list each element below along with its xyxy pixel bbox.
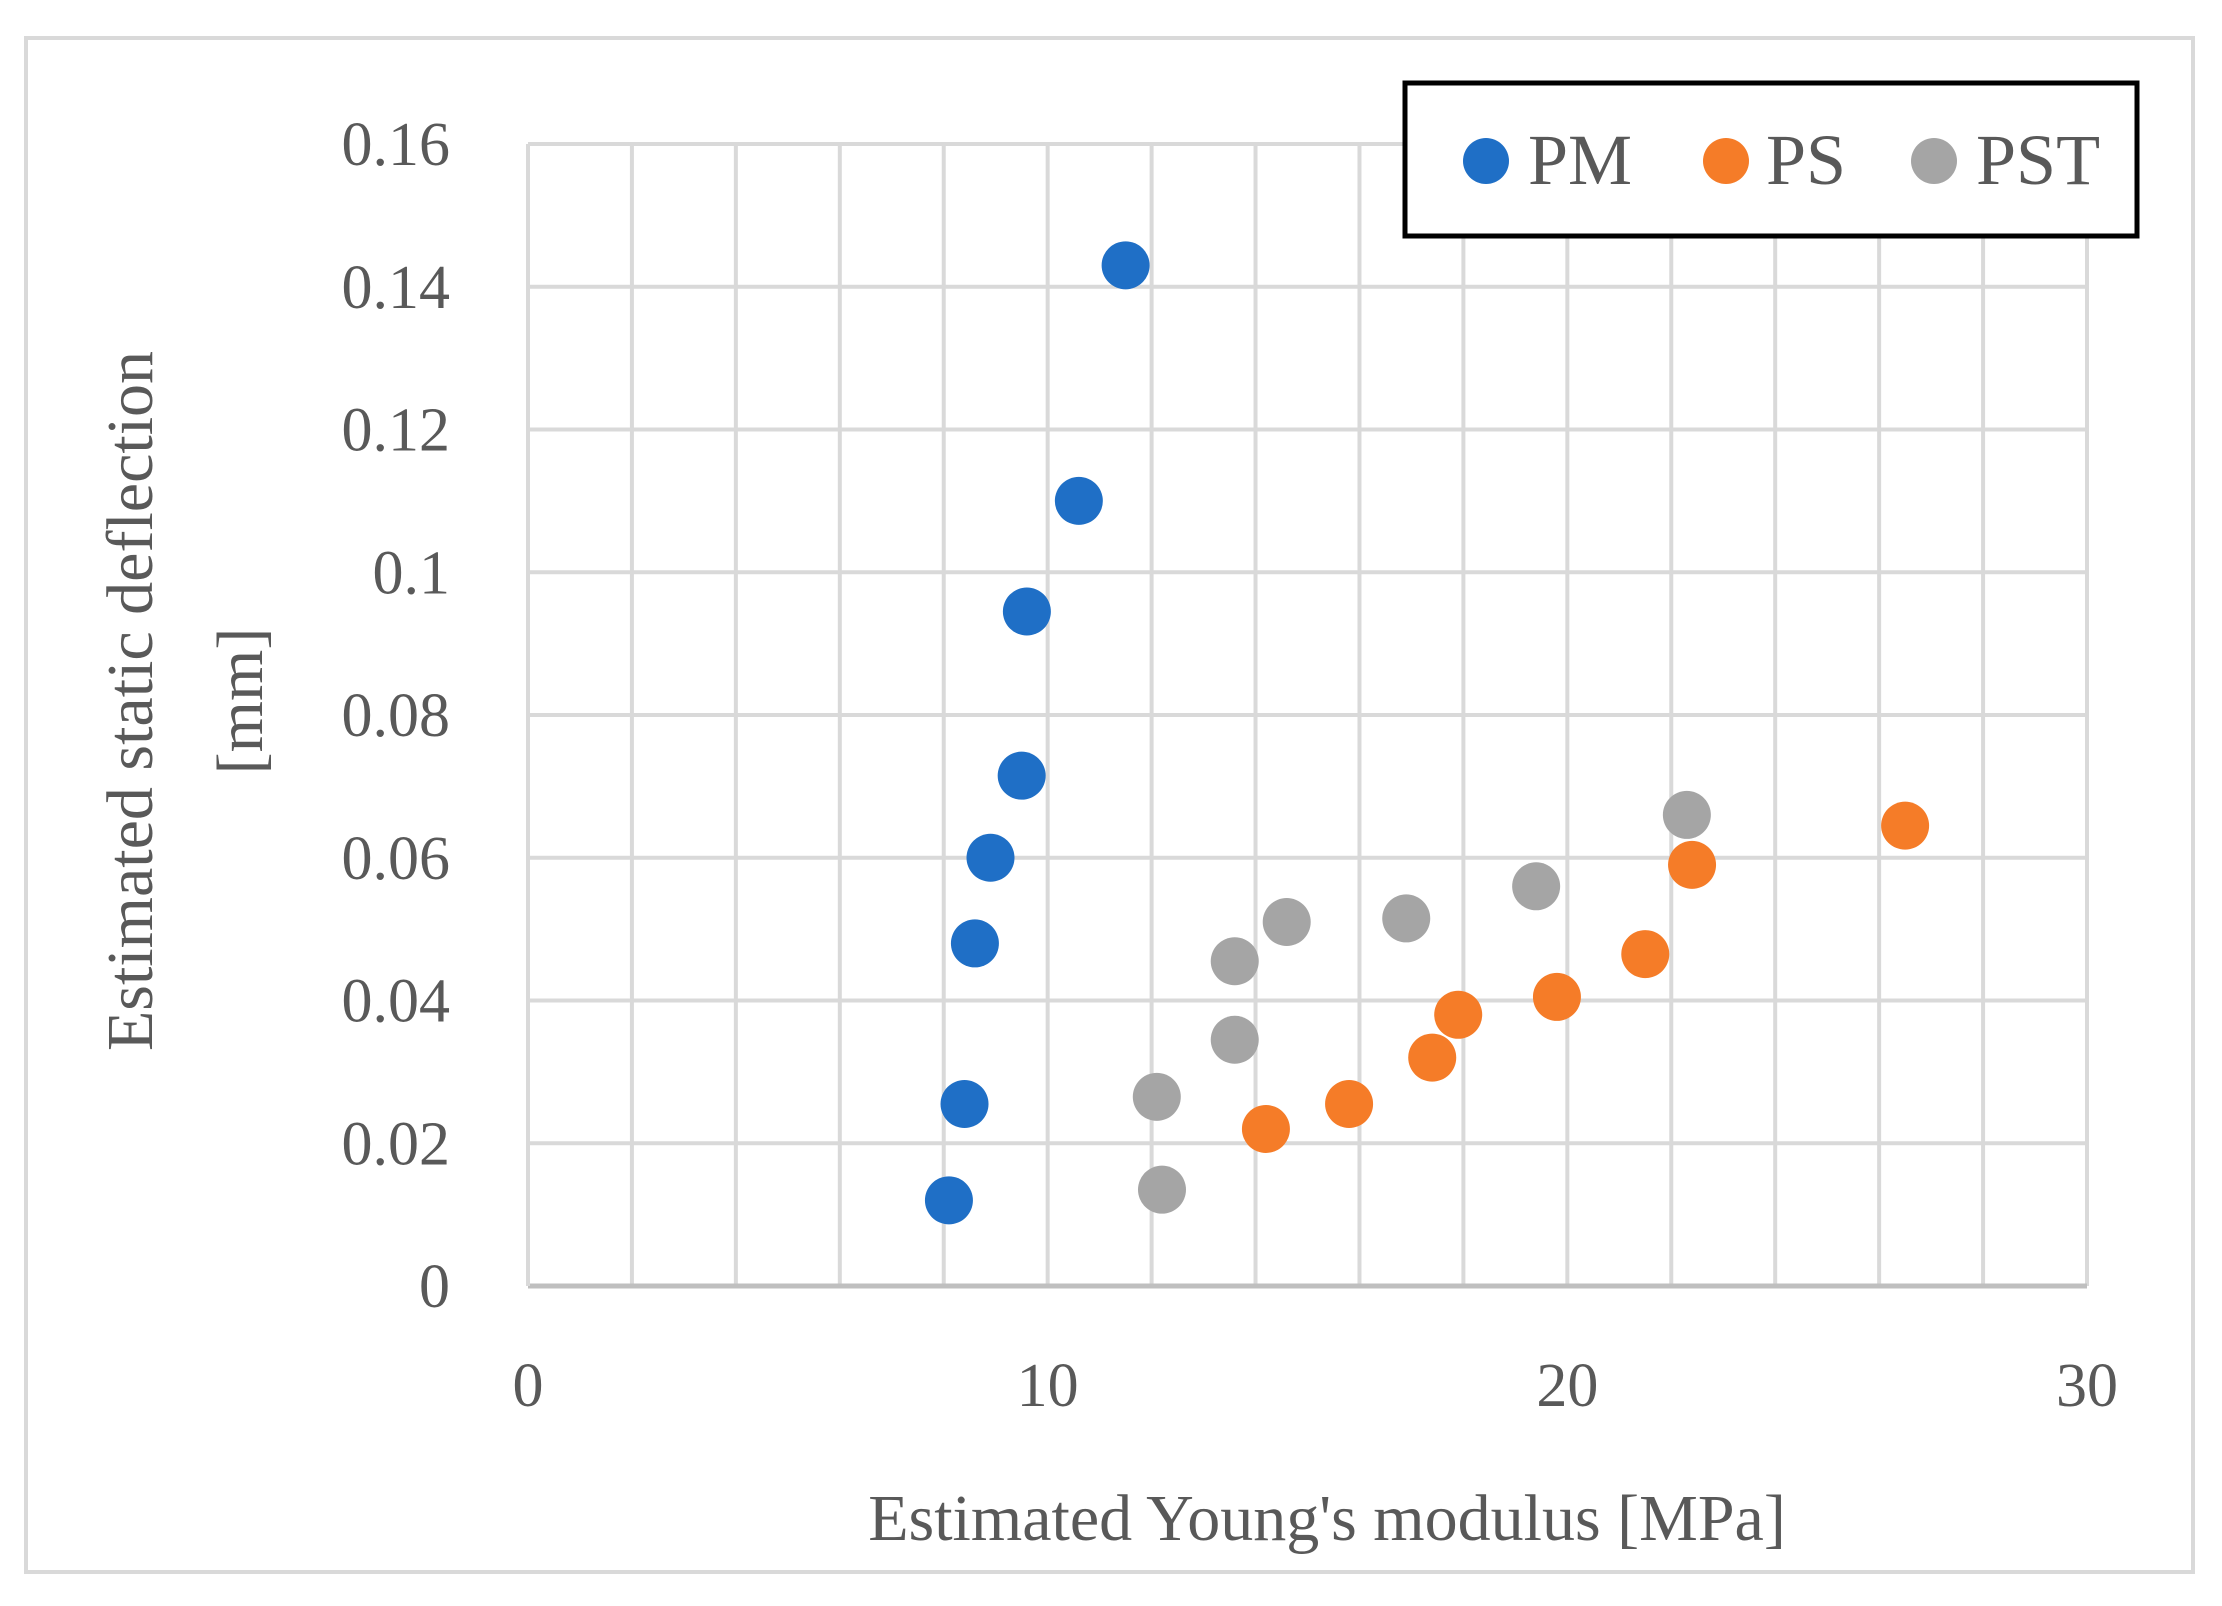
data-point-pst bbox=[1382, 894, 1431, 943]
series-pm bbox=[924, 241, 1150, 1225]
y-axis-title-line-1: Estimated static deflection bbox=[94, 351, 167, 1051]
tick-labels: 0 0.02 0.04 0.06 0.08 0.1 0.12 0.14 0.16 0 10 20 30 bbox=[342, 111, 2119, 1420]
y-tick-label: 0.1 bbox=[373, 539, 451, 607]
data-point-pm bbox=[1101, 241, 1150, 290]
legend-label-pst: PST bbox=[1976, 120, 2100, 200]
data-point-ps bbox=[1532, 972, 1581, 1021]
legend-label-pm: PM bbox=[1528, 120, 1632, 200]
data-point-pst bbox=[1662, 790, 1711, 839]
data-point-ps bbox=[1621, 930, 1670, 979]
axes bbox=[526, 144, 2087, 1289]
x-tick-label: 30 bbox=[2056, 1352, 2118, 1420]
grid bbox=[528, 142, 2089, 1286]
y-tick-label: 0.06 bbox=[342, 825, 451, 893]
data-point-pm bbox=[1054, 476, 1103, 525]
legend-label-ps: PS bbox=[1766, 120, 1846, 200]
x-tick-label: 10 bbox=[1017, 1352, 1079, 1420]
data-point-pm bbox=[966, 833, 1015, 882]
data-points bbox=[924, 241, 1930, 1225]
x-tick-label: 20 bbox=[1536, 1352, 1598, 1420]
y-tick-label: 0.12 bbox=[342, 397, 451, 465]
data-point-pst bbox=[1210, 937, 1259, 986]
data-point-pst bbox=[1210, 1015, 1259, 1064]
data-point-pm bbox=[950, 919, 999, 968]
data-point-pm bbox=[924, 1176, 973, 1225]
data-point-ps bbox=[1408, 1033, 1457, 1082]
x-tick-label: 0 bbox=[513, 1352, 544, 1420]
data-point-ps bbox=[1241, 1104, 1290, 1153]
x-axis-title: Estimated Young's modulus [MPa] bbox=[868, 1482, 1786, 1555]
data-point-pm bbox=[997, 751, 1046, 800]
data-point-pst bbox=[1512, 862, 1561, 911]
y-tick-label: 0.08 bbox=[342, 682, 451, 750]
data-point-ps bbox=[1325, 1079, 1374, 1128]
chart-frame bbox=[24, 36, 2195, 1574]
series-pst bbox=[1132, 790, 1711, 1214]
data-point-pm bbox=[1002, 587, 1051, 636]
data-point-pst bbox=[1262, 897, 1311, 946]
data-point-pst bbox=[1137, 1165, 1186, 1214]
y-axis-title-line-2: [mm] bbox=[204, 628, 277, 775]
y-tick-label: 0.16 bbox=[342, 111, 451, 179]
series-ps bbox=[1241, 801, 1930, 1153]
data-point-ps bbox=[1434, 990, 1483, 1039]
data-point-ps bbox=[1668, 840, 1717, 889]
data-point-pm bbox=[940, 1079, 989, 1128]
y-tick-label: 0.02 bbox=[342, 1110, 451, 1178]
y-tick-label: 0.04 bbox=[342, 968, 451, 1036]
legend-marker-pm bbox=[1463, 138, 1509, 184]
data-point-pst bbox=[1132, 1072, 1181, 1121]
legend-box bbox=[1402, 80, 2140, 239]
legend-marker-pst bbox=[1911, 138, 1957, 184]
legend: PM PS PST bbox=[1402, 80, 2140, 239]
data-point-ps bbox=[1881, 801, 1930, 850]
legend-marker-ps bbox=[1703, 138, 1749, 184]
y-tick-label: 0 bbox=[419, 1253, 450, 1321]
y-tick-label: 0.14 bbox=[342, 254, 451, 322]
